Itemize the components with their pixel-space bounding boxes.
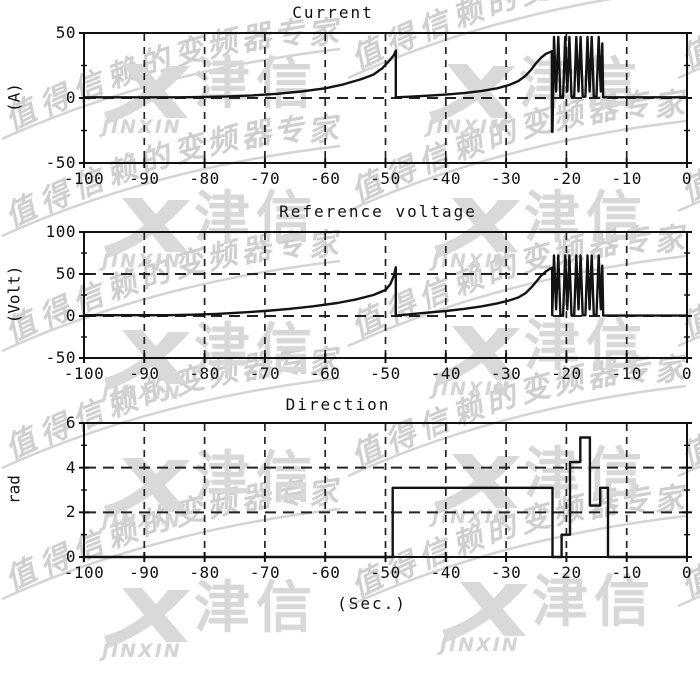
watermark-logo-jinxin-text: JINXIN [102, 510, 182, 532]
watermark-logo-cjk-text: 津信 [524, 186, 648, 251]
watermark-logo-cjk-text: 津信 [524, 442, 648, 507]
watermark-logo: JINXIN 津信 [430, 442, 675, 541]
watermark-logo: JINXIN 津信 [430, 314, 675, 413]
watermark-slogan-arc: 值得信赖的变频器专家 [0, 343, 347, 484]
jinxin-x-mark-icon [104, 330, 190, 390]
watermark-logo: JINXIN 津信 [430, 186, 675, 285]
watermark-logo-jinxin-text: JINXIN [102, 382, 182, 404]
watermark-slogan-char: 家 [305, 14, 340, 53]
watermark-logo-cjk-text: 津信 [519, 52, 643, 117]
watermark-underline-swoosh [1, 376, 341, 470]
watermark-logo-jinxin-text: JINXIN [432, 506, 512, 528]
watermark-logo-jinxin-text: JINXIN [102, 116, 182, 138]
jinxin-x-mark-icon [429, 64, 515, 124]
watermark-logo-cjk-text: 津信 [194, 52, 318, 117]
watermark-logo: JINXIN 津信 [100, 446, 345, 545]
jinxin-x-mark-icon [104, 458, 190, 518]
watermark-logo-cjk-text: 津信 [194, 576, 318, 641]
jinxin-x-mark-icon [434, 326, 520, 386]
watermark-logo-jinxin-text: JINXIN [427, 116, 507, 138]
watermark-logo-jinxin-text: JINXIN [440, 634, 520, 656]
watermark-logo-cjk-text: 津信 [194, 318, 318, 383]
jinxin-x-mark-icon [434, 198, 520, 258]
watermark-logo: JINXIN 津信 [100, 52, 345, 151]
watermark-logo-cjk-text: 津信 [194, 186, 318, 251]
jinxin-x-mark-icon [104, 588, 190, 648]
watermark-logo: JINXIN 津信 [100, 576, 345, 675]
watermark-logo-jinxin-text: JINXIN [102, 640, 182, 662]
watermark-logo: JINXIN 津信 [100, 186, 345, 285]
jinxin-x-mark-icon [434, 454, 520, 514]
watermark-logo-cjk-text: 津信 [532, 570, 656, 635]
jinxin-x-mark-icon [104, 64, 190, 124]
watermark-logo-cjk-text: 津信 [524, 314, 648, 379]
watermark-logo-cjk-text: 津信 [194, 446, 318, 511]
watermark-logo: JINXIN 津信 [438, 570, 683, 669]
watermark-logo-jinxin-text: JINXIN [432, 378, 512, 400]
jinxin-x-mark-icon [104, 198, 190, 258]
watermark-logo: JINXIN 津信 [100, 318, 345, 417]
jinxin-x-mark-icon [442, 582, 528, 642]
watermark-slogan-char: 专 [271, 14, 307, 55]
watermark-logo: JINXIN 津信 [425, 52, 670, 151]
watermark-logo-jinxin-text: JINXIN [102, 250, 182, 272]
watermark-logo-jinxin-text: JINXIN [432, 250, 512, 272]
